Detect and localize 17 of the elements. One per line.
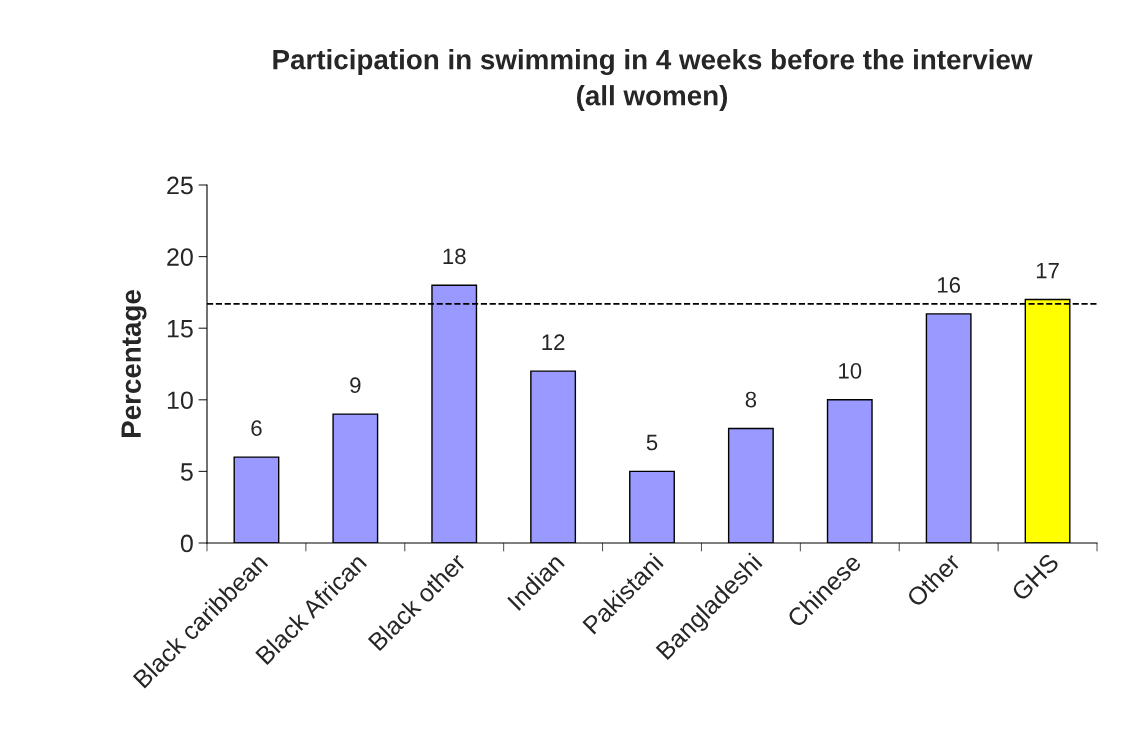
data-label: 9 — [350, 377, 361, 394]
data-label: 5 — [646, 434, 658, 451]
data-label: 12 — [542, 334, 565, 350]
y-tick-label: 0 — [180, 534, 193, 553]
data-label: 16 — [938, 277, 961, 293]
data-label: 17 — [1036, 262, 1059, 279]
y-tick-label: 5 — [180, 463, 193, 481]
data-label: 6 — [251, 420, 262, 437]
y-tick-label: 15 — [167, 320, 193, 338]
y-tick-label: 25 — [167, 176, 193, 195]
data-label: 8 — [745, 391, 757, 408]
y-tick-label: 10 — [167, 391, 193, 410]
data-label: 18 — [443, 248, 466, 265]
y-tick-label: 20 — [167, 248, 193, 266]
chart-title: Participation in swimming in 4 weeks before the interview (all women) — [273, 49, 1033, 111]
y-axis-title: Percentage — [121, 290, 147, 438]
data-label: 10 — [839, 363, 862, 379]
